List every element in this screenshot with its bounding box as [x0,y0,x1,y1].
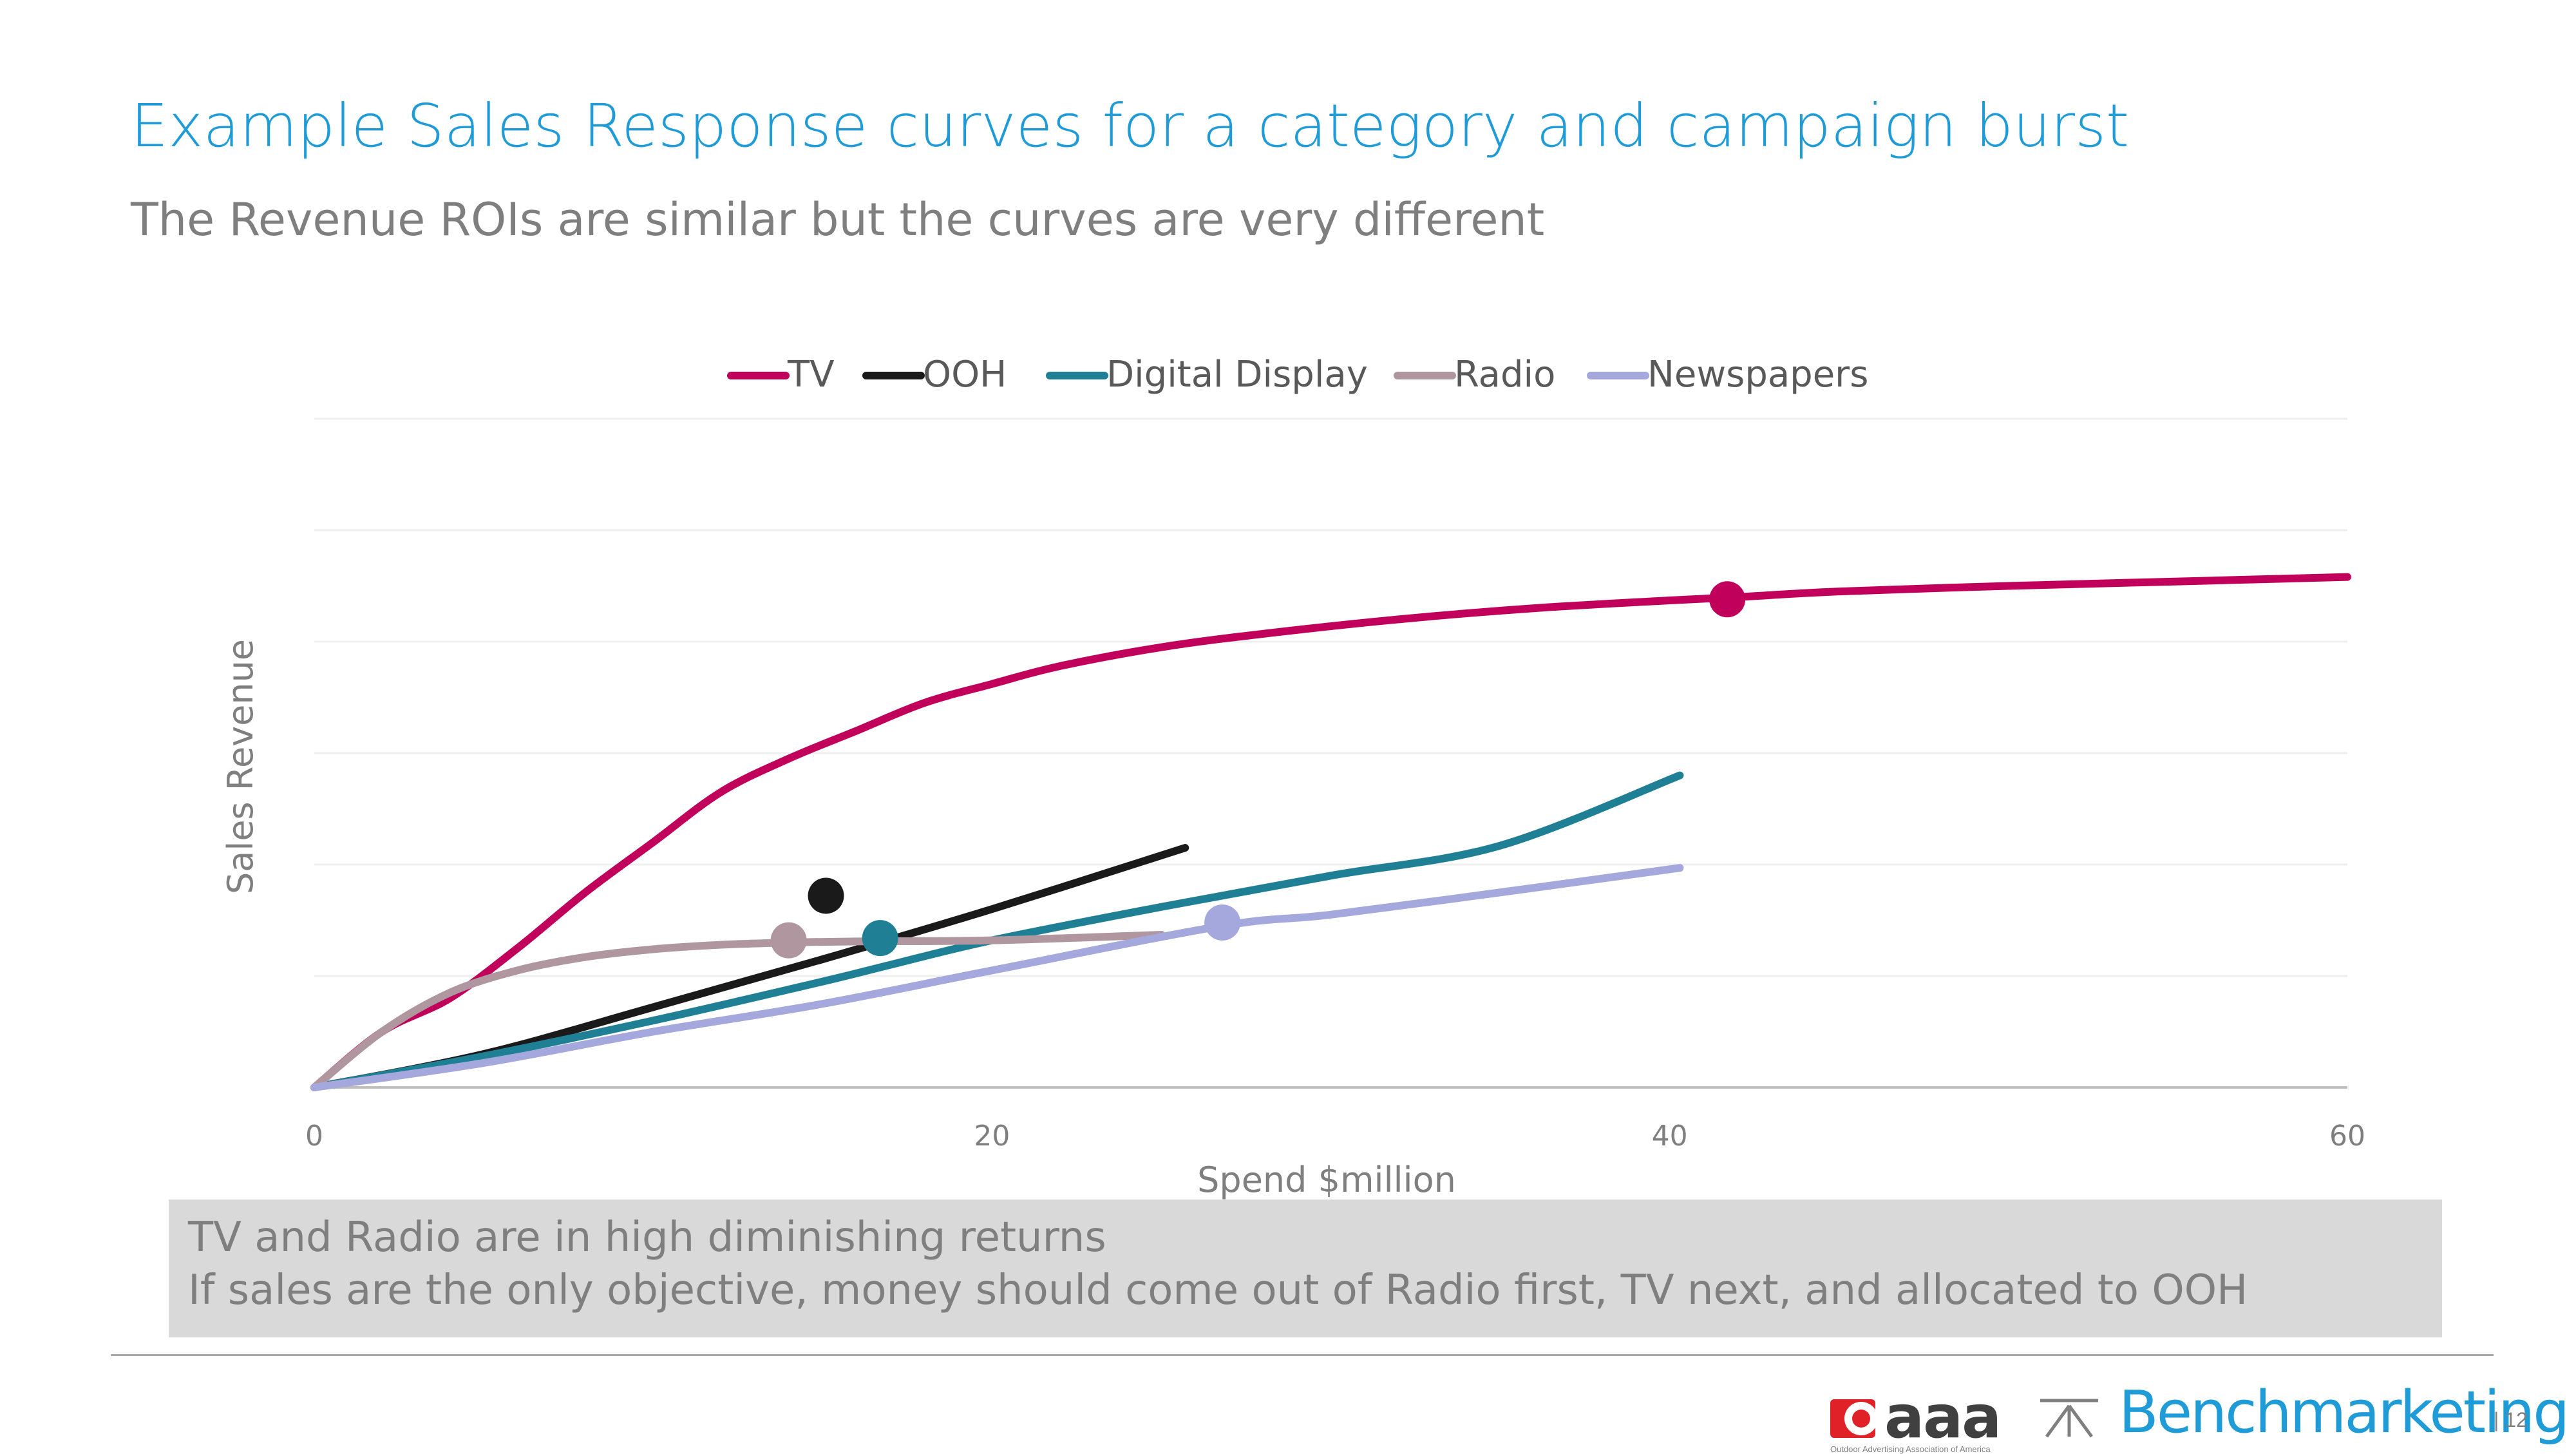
chart-series [310,573,2351,1091]
y-axis-label: Sales Revenue [220,639,261,894]
takeaway-line-1: TV and Radio are in high diminishing ret… [188,1214,1106,1261]
chart-legend: TV OOH Digital Display Radio Newspapers [727,354,1868,396]
benchmarketing-logo-icon [2040,1399,2098,1438]
legend-label-tv: TV [787,354,835,396]
series-line-radio [310,930,1166,1091]
legend-label-newspapers: Newspapers [1647,354,1868,396]
marker-ooh [808,877,844,914]
page-number: | 12 [2494,1408,2528,1431]
x-axis-ticks: 0 20 40 60 [305,1120,2365,1153]
takeaway-line-2: If sales are the only objective, money s… [188,1267,2248,1314]
series-line-digital-display [310,771,1684,1091]
x-axis-label: Spend $million [1197,1160,1456,1200]
x-tick-label: 20 [974,1120,1010,1153]
legend-label-ooh: OOH [923,354,1007,396]
oaaa-logo: aaa Outdoor Advertising Association of A… [1830,1382,2023,1454]
marker-tv [1709,581,1746,618]
benchmarketing-logo-text: Benchmarketing [2119,1379,2570,1446]
x-tick-label: 60 [2329,1120,2365,1153]
marker-radio [770,922,807,959]
chart-markers [770,581,1746,959]
slide-title: Example Sales Response curves for a cate… [131,91,2130,160]
oaaa-logo-text: aaa [1884,1382,2002,1451]
marker-newspapers [1204,904,1241,941]
key-takeaway-box: TV and Radio are in high diminishing ret… [169,1200,2442,1337]
slide-subtitle: The Revenue ROIs are similar but the cur… [131,193,1545,246]
chart-gridlines [314,417,2347,1089]
x-tick-label: 0 [305,1120,323,1153]
legend-label-digital-display: Digital Display [1106,354,1368,396]
footer-divider [111,1354,2494,1356]
legend-label-radio: Radio [1454,354,1555,396]
x-tick-label: 40 [1652,1120,1688,1153]
series-line-newspapers [310,864,1684,1091]
oaaa-logo-mark [1830,1399,1878,1438]
series-line-tv [310,573,2351,1091]
series-line-ooh [310,844,1189,1091]
marker-digital-display [862,920,898,957]
